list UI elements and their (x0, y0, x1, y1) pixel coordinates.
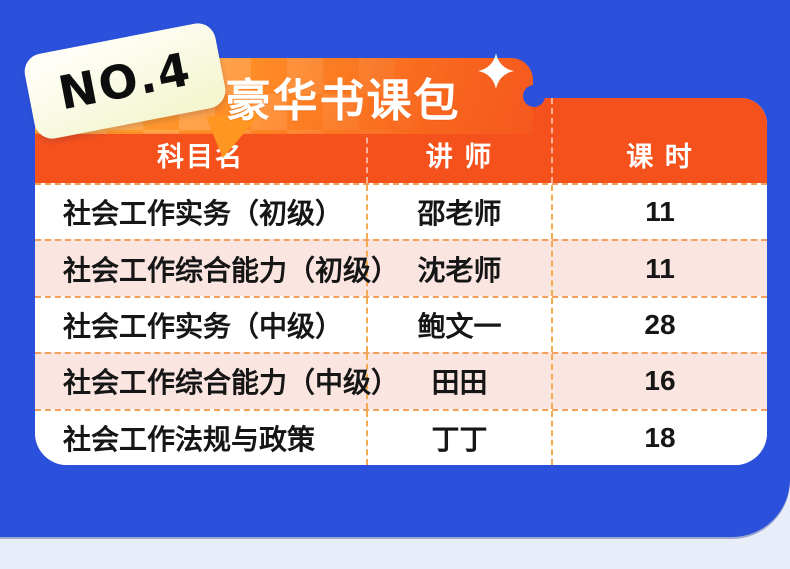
teacher-cell: 沈老师 (368, 241, 553, 296)
table-row: 社会工作综合能力（中级） 田田 16 (35, 352, 767, 409)
banner-edge-notch (523, 85, 545, 107)
hours-cell: 11 (645, 252, 675, 284)
teacher-cell: 丁丁 (368, 410, 553, 465)
hours-cell: 11 (645, 196, 675, 228)
subject-cell: 社会工作实务（中级） (35, 297, 368, 353)
subject-cell: 社会工作综合能力（中级） (35, 354, 399, 409)
table-row: 社会工作法规与政策 丁丁 18 (35, 408, 767, 465)
header-hours: 课 时 (626, 142, 694, 172)
table-row: 社会工作实务（中级） 鲍文一 28 (35, 295, 767, 353)
table-body: 社会工作实务（初级） 邵老师 11 社会工作综合能力（初级） 沈老师 11 社会… (35, 183, 767, 465)
hours-cell: 28 (644, 309, 676, 341)
hours-cell: 16 (644, 365, 676, 397)
subject-cell: 社会工作综合能力（初级） (35, 241, 399, 296)
course-table-card: 科目名 讲 师 课 时 社会工作实务（初级） 邵老师 11 社会工作综合能力（初… (35, 98, 767, 465)
page-title: 豪华书课包 (225, 75, 461, 126)
table-row: 社会工作实务（初级） 邵老师 11 (35, 183, 767, 240)
teacher-cell: 鲍文一 (368, 297, 553, 353)
table-row: 社会工作综合能力（初级） 沈老师 11 (35, 239, 767, 296)
subject-cell: 社会工作法规与政策 (35, 410, 368, 465)
teacher-cell: 田田 (368, 354, 553, 409)
hours-cell: 18 (644, 421, 676, 453)
subject-cell: 社会工作实务（初级） (35, 185, 368, 240)
header-teacher: 讲 师 (368, 98, 553, 183)
sparkle-icon (478, 53, 514, 89)
teacher-cell: 邵老师 (368, 185, 553, 240)
